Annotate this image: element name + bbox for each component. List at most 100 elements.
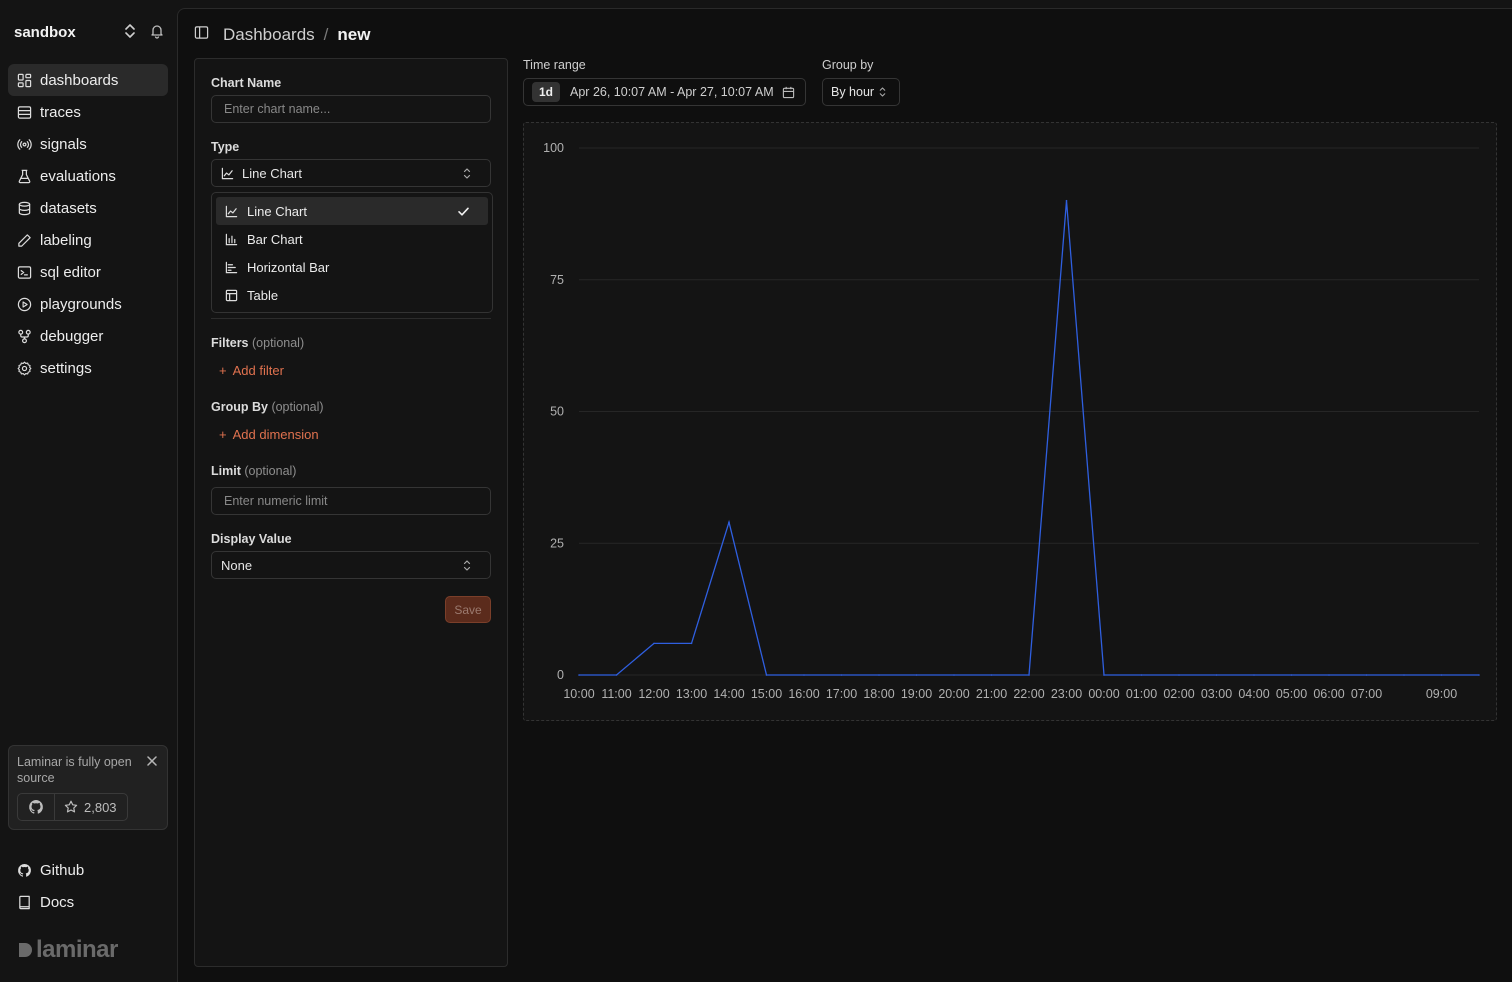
add-filter-button[interactable]: + Add filter [219, 363, 284, 378]
radio-icon [17, 138, 32, 150]
data-point [765, 674, 768, 676]
series-line [579, 200, 1479, 676]
chart-name-input[interactable]: Enter chart name... [211, 95, 491, 123]
data-point [728, 521, 730, 523]
sidebar-item-docs[interactable]: Docs [8, 886, 168, 918]
x-tick-label: 15:00 [751, 687, 782, 701]
group-by-label: Group By (optional) [211, 400, 324, 414]
sidebar-item-label: Github [40, 861, 85, 879]
range-preset-badge: 1d [532, 82, 561, 102]
x-tick-label: 20:00 [938, 687, 969, 701]
sidebar-item-label: debugger [40, 327, 104, 345]
bar-chart-icon [225, 233, 238, 245]
sidebar-item-datasets[interactable]: datasets [8, 192, 168, 224]
bell-icon[interactable] [149, 23, 165, 44]
github-button[interactable] [18, 794, 55, 820]
data-point [1365, 674, 1368, 676]
sidebar-item-label: labeling [40, 231, 92, 249]
plus-icon: + [219, 363, 227, 378]
terminal-icon [17, 265, 32, 279]
workspace-switcher[interactable]: sandbox [14, 22, 169, 42]
plus-icon: + [219, 427, 227, 442]
add-filter-label: Add filter [232, 363, 284, 378]
x-tick-label: 10:00 [563, 687, 594, 701]
x-tick-label: 05:00 [1276, 687, 1307, 701]
workspace-name: sandbox [14, 23, 76, 41]
data-point [878, 674, 880, 676]
github-star-buttons: 2,803 [17, 793, 128, 821]
limit-input[interactable]: Enter numeric limit [211, 487, 491, 515]
type-select[interactable]: Line Chart [211, 159, 491, 187]
data-point [803, 674, 805, 676]
check-icon [457, 205, 479, 221]
x-tick-label: 04:00 [1238, 687, 1269, 701]
book-icon [19, 895, 30, 909]
y-tick-label: 75 [550, 273, 564, 287]
type-label: Type [211, 140, 240, 154]
x-tick-label: 02:00 [1163, 687, 1194, 701]
data-point [615, 674, 618, 676]
sidebar-item-label: datasets [40, 199, 97, 217]
close-icon[interactable] [146, 754, 158, 772]
limit-label-text: Limit [211, 464, 241, 478]
x-tick-label: 17:00 [826, 687, 857, 701]
data-point [990, 674, 993, 676]
type-option-table[interactable]: Table [216, 281, 488, 309]
save-button[interactable]: Save [445, 596, 491, 623]
sidebar-item-label: dashboards [40, 71, 119, 89]
sidebar-item-dashboards[interactable]: dashboards [8, 64, 168, 96]
sidebar-item-github[interactable]: Github [8, 854, 168, 886]
chevrons-up-down-icon[interactable] [123, 23, 137, 44]
workflow-icon [18, 329, 31, 343]
time-range-picker[interactable]: 1d Apr 26, 10:07 AM - Apr 27, 10:07 AM [523, 78, 806, 106]
sidebar-item-signals[interactable]: signals [8, 128, 168, 160]
display-value-label: Display Value [211, 532, 292, 546]
display-value-select[interactable]: None [211, 551, 491, 579]
sidebar-item-sql-editor[interactable]: sql editor [8, 256, 168, 288]
laminar-logo: laminar [18, 936, 118, 964]
x-tick-label: 12:00 [638, 687, 669, 701]
sidebar-item-playgrounds[interactable]: playgrounds [8, 288, 168, 320]
group-by-value: By hour [831, 85, 875, 99]
star-icon [64, 800, 78, 813]
sidebar-footer: Github Docs [8, 854, 168, 918]
type-select-value: Line Chart [242, 165, 302, 181]
group-by-select[interactable]: By hour [822, 78, 900, 106]
horizontal-bar-icon [225, 261, 238, 273]
star-count-button[interactable]: 2,803 [55, 794, 127, 820]
x-tick-label: 21:00 [976, 687, 1007, 701]
sidebar-item-settings[interactable]: settings [8, 352, 168, 384]
x-tick-label: 06:00 [1313, 687, 1344, 701]
sidebar-item-evaluations[interactable]: evaluations [8, 160, 168, 192]
y-tick-label: 25 [550, 536, 564, 550]
breadcrumb-separator: / [323, 25, 329, 44]
sidebar-item-traces[interactable]: traces [8, 96, 168, 128]
sidebar-item-labeling[interactable]: labeling [8, 224, 168, 256]
data-point [1478, 674, 1480, 676]
data-point [1178, 674, 1180, 676]
data-point [1290, 674, 1293, 676]
x-tick-label: 22:00 [1013, 687, 1044, 701]
type-option-label: Bar Chart [247, 231, 303, 247]
filters-label: Filters (optional) [211, 336, 304, 350]
data-point [1140, 674, 1143, 676]
y-tick-label: 100 [543, 141, 564, 155]
breadcrumb-dashboards[interactable]: Dashboards [223, 25, 315, 44]
type-option-bar-chart[interactable]: Bar Chart [216, 225, 488, 253]
sidebar-item-label: Docs [40, 893, 75, 911]
type-option-line-chart[interactable]: Line Chart [216, 197, 488, 225]
sidebar-item-label: sql editor [40, 263, 101, 281]
limit-label: Limit (optional) [211, 464, 296, 478]
type-option-label: Horizontal Bar [247, 259, 330, 275]
calendar-icon [782, 86, 795, 102]
flask-icon [18, 169, 31, 183]
sidebar-nav: dashboards traces signals evaluations da… [8, 64, 168, 384]
dashboard-icon [17, 73, 32, 87]
sidebar-toggle-icon[interactable] [194, 25, 209, 45]
add-dimension-button[interactable]: + Add dimension [219, 427, 319, 442]
sidebar-item-debugger[interactable]: debugger [8, 320, 168, 352]
type-option-horizontal-bar[interactable]: Horizontal Bar [216, 253, 488, 281]
sidebar-item-label: signals [40, 135, 87, 153]
github-icon [18, 863, 31, 877]
group-by-label-text: Group By [211, 400, 268, 414]
